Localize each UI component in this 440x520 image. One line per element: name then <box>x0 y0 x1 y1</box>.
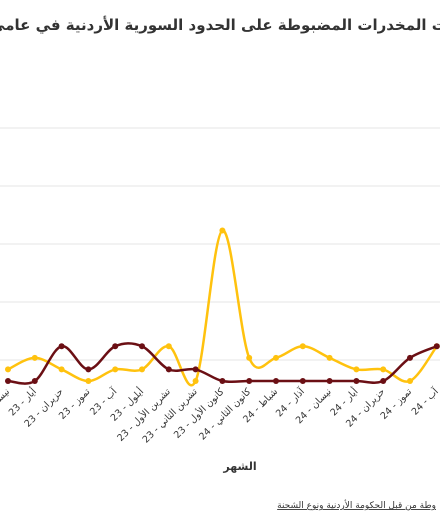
data-point <box>407 378 413 384</box>
data-point <box>112 343 119 350</box>
data-point <box>273 378 279 384</box>
data-point <box>299 343 306 350</box>
data-point <box>326 354 333 361</box>
data-point <box>165 343 172 350</box>
data-point <box>58 343 65 350</box>
data-point <box>192 366 199 373</box>
data-point <box>5 366 11 373</box>
data-point <box>5 378 11 384</box>
series-line <box>7 229 438 387</box>
x-axis-label: الشهر <box>222 460 256 473</box>
data-point <box>58 366 65 373</box>
data-point <box>380 378 387 384</box>
data-point <box>326 378 333 384</box>
data-point <box>139 343 145 350</box>
data-point <box>31 378 38 384</box>
x-tick-label: آب - 24 <box>408 385 440 418</box>
data-point <box>112 366 119 373</box>
data-point <box>273 354 279 361</box>
data-point <box>219 378 226 384</box>
data-point <box>299 378 306 384</box>
data-point <box>85 378 92 384</box>
data-point <box>407 354 413 361</box>
data-point <box>85 366 92 373</box>
data-point <box>246 378 253 384</box>
data-point <box>353 366 360 373</box>
data-point <box>192 378 199 384</box>
source: وطة من قبل الحكومة الأردنية ونوع الشحنة <box>277 499 436 511</box>
data-point <box>31 354 38 361</box>
data-point <box>353 378 360 384</box>
data-point <box>246 354 253 361</box>
grid <box>0 127 440 361</box>
data-point <box>165 366 172 373</box>
chart-title: ات المخدرات المضبوطة على الحدود السورية … <box>0 16 440 34</box>
series-line <box>7 342 438 385</box>
data-point <box>139 366 145 373</box>
data-point <box>219 227 226 234</box>
data-point <box>380 366 387 373</box>
data-point <box>433 343 440 350</box>
